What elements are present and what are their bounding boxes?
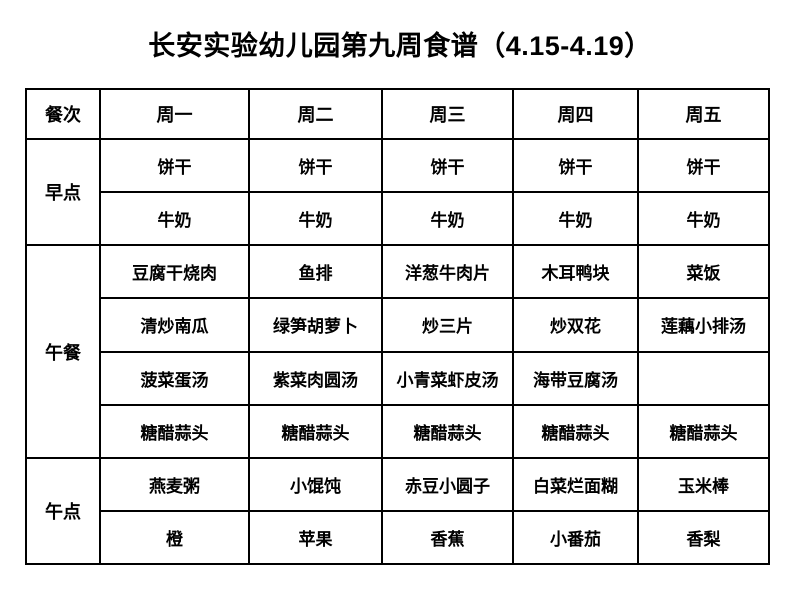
menu-cell: 香梨 bbox=[637, 509, 770, 566]
menu-cell: 饼干 bbox=[248, 138, 383, 194]
menu-cell: 白菜烂面糊 bbox=[512, 456, 639, 512]
menu-cell: 绿笋胡萝卜 bbox=[248, 297, 383, 353]
menu-table: 餐次 周一 周二 周三 周四 周五 早点 饼干 饼干 饼干 饼干 饼干 牛奶 牛… bbox=[25, 87, 770, 566]
menu-cell: 苹果 bbox=[248, 509, 383, 566]
day-header-thu: 周四 bbox=[512, 87, 639, 141]
menu-cell: 小番茄 bbox=[512, 509, 639, 566]
menu-cell: 小馄饨 bbox=[248, 456, 383, 512]
corner-header-meal: 餐次 bbox=[25, 87, 101, 141]
table-row: 糖醋蒜头 糖醋蒜头 糖醋蒜头 糖醋蒜头 糖醋蒜头 bbox=[26, 403, 770, 459]
table-header-row: 餐次 周一 周二 周三 周四 周五 bbox=[25, 87, 770, 141]
menu-cell: 糖醋蒜头 bbox=[637, 403, 770, 459]
menu-cell: 牛奶 bbox=[381, 191, 514, 247]
menu-cell: 洋葱牛肉片 bbox=[381, 244, 514, 300]
menu-cell: 糖醋蒜头 bbox=[99, 403, 250, 459]
menu-cell: 豆腐干烧肉 bbox=[99, 244, 250, 300]
menu-cell: 饼干 bbox=[381, 138, 514, 194]
table-row: 午点 燕麦粥 小馄饨 赤豆小圆子 白菜烂面糊 玉米棒 bbox=[25, 456, 770, 566]
menu-cell: 赤豆小圆子 bbox=[381, 456, 514, 512]
day-header-wed: 周三 bbox=[381, 87, 514, 141]
menu-cell: 莲藕小排汤 bbox=[637, 297, 770, 353]
section-label-afternoon-snack: 午点 bbox=[25, 456, 101, 566]
table-row: 菠菜蛋汤 紫菜肉圆汤 小青菜虾皮汤 海带豆腐汤 bbox=[26, 350, 770, 406]
table-row: 早点 饼干 饼干 饼干 饼干 饼干 bbox=[25, 138, 770, 247]
menu-cell: 饼干 bbox=[99, 138, 250, 194]
menu-cell: 橙 bbox=[99, 509, 250, 566]
page-title: 长安实验幼儿园第九周食谱（4.15-4.19） bbox=[148, 31, 652, 61]
menu-cell: 木耳鸭块 bbox=[512, 244, 639, 300]
menu-cell: 小青菜虾皮汤 bbox=[381, 350, 514, 406]
menu-cell: 菜饭 bbox=[637, 244, 770, 300]
day-header-mon: 周一 bbox=[99, 87, 250, 141]
table-row: 午餐 豆腐干烧肉 鱼排 洋葱牛肉片 木耳鸭块 菜饭 bbox=[25, 244, 770, 459]
menu-cell: 海带豆腐汤 bbox=[512, 350, 639, 406]
menu-cell: 炒双花 bbox=[512, 297, 639, 353]
menu-cell: 饼干 bbox=[512, 138, 639, 194]
menu-cell: 炒三片 bbox=[381, 297, 514, 353]
menu-cell: 糖醋蒜头 bbox=[512, 403, 639, 459]
menu-cell: 紫菜肉圆汤 bbox=[248, 350, 383, 406]
section-label-lunch: 午餐 bbox=[25, 244, 101, 459]
menu-cell: 清炒南瓜 bbox=[99, 297, 250, 353]
menu-cell: 牛奶 bbox=[248, 191, 383, 247]
table-row: 牛奶 牛奶 牛奶 牛奶 牛奶 bbox=[26, 191, 770, 247]
day-header-fri: 周五 bbox=[637, 87, 770, 141]
table-row: 清炒南瓜 绿笋胡萝卜 炒三片 炒双花 莲藕小排汤 bbox=[26, 297, 770, 353]
menu-cell: 牛奶 bbox=[99, 191, 250, 247]
menu-cell: 燕麦粥 bbox=[99, 456, 250, 512]
menu-cell: 鱼排 bbox=[248, 244, 383, 300]
table-row: 橙 苹果 香蕉 小番茄 香梨 bbox=[26, 509, 770, 566]
menu-cell-empty bbox=[637, 350, 770, 406]
menu-cell: 牛奶 bbox=[637, 191, 770, 247]
day-header-tue: 周二 bbox=[248, 87, 383, 141]
menu-cell: 饼干 bbox=[637, 138, 770, 194]
menu-cell: 香蕉 bbox=[381, 509, 514, 566]
menu-cell: 菠菜蛋汤 bbox=[99, 350, 250, 406]
menu-cell: 糖醋蒜头 bbox=[248, 403, 383, 459]
menu-cell: 糖醋蒜头 bbox=[381, 403, 514, 459]
menu-cell: 牛奶 bbox=[512, 191, 639, 247]
section-label-morning-snack: 早点 bbox=[25, 138, 101, 247]
menu-cell: 玉米棒 bbox=[637, 456, 770, 512]
